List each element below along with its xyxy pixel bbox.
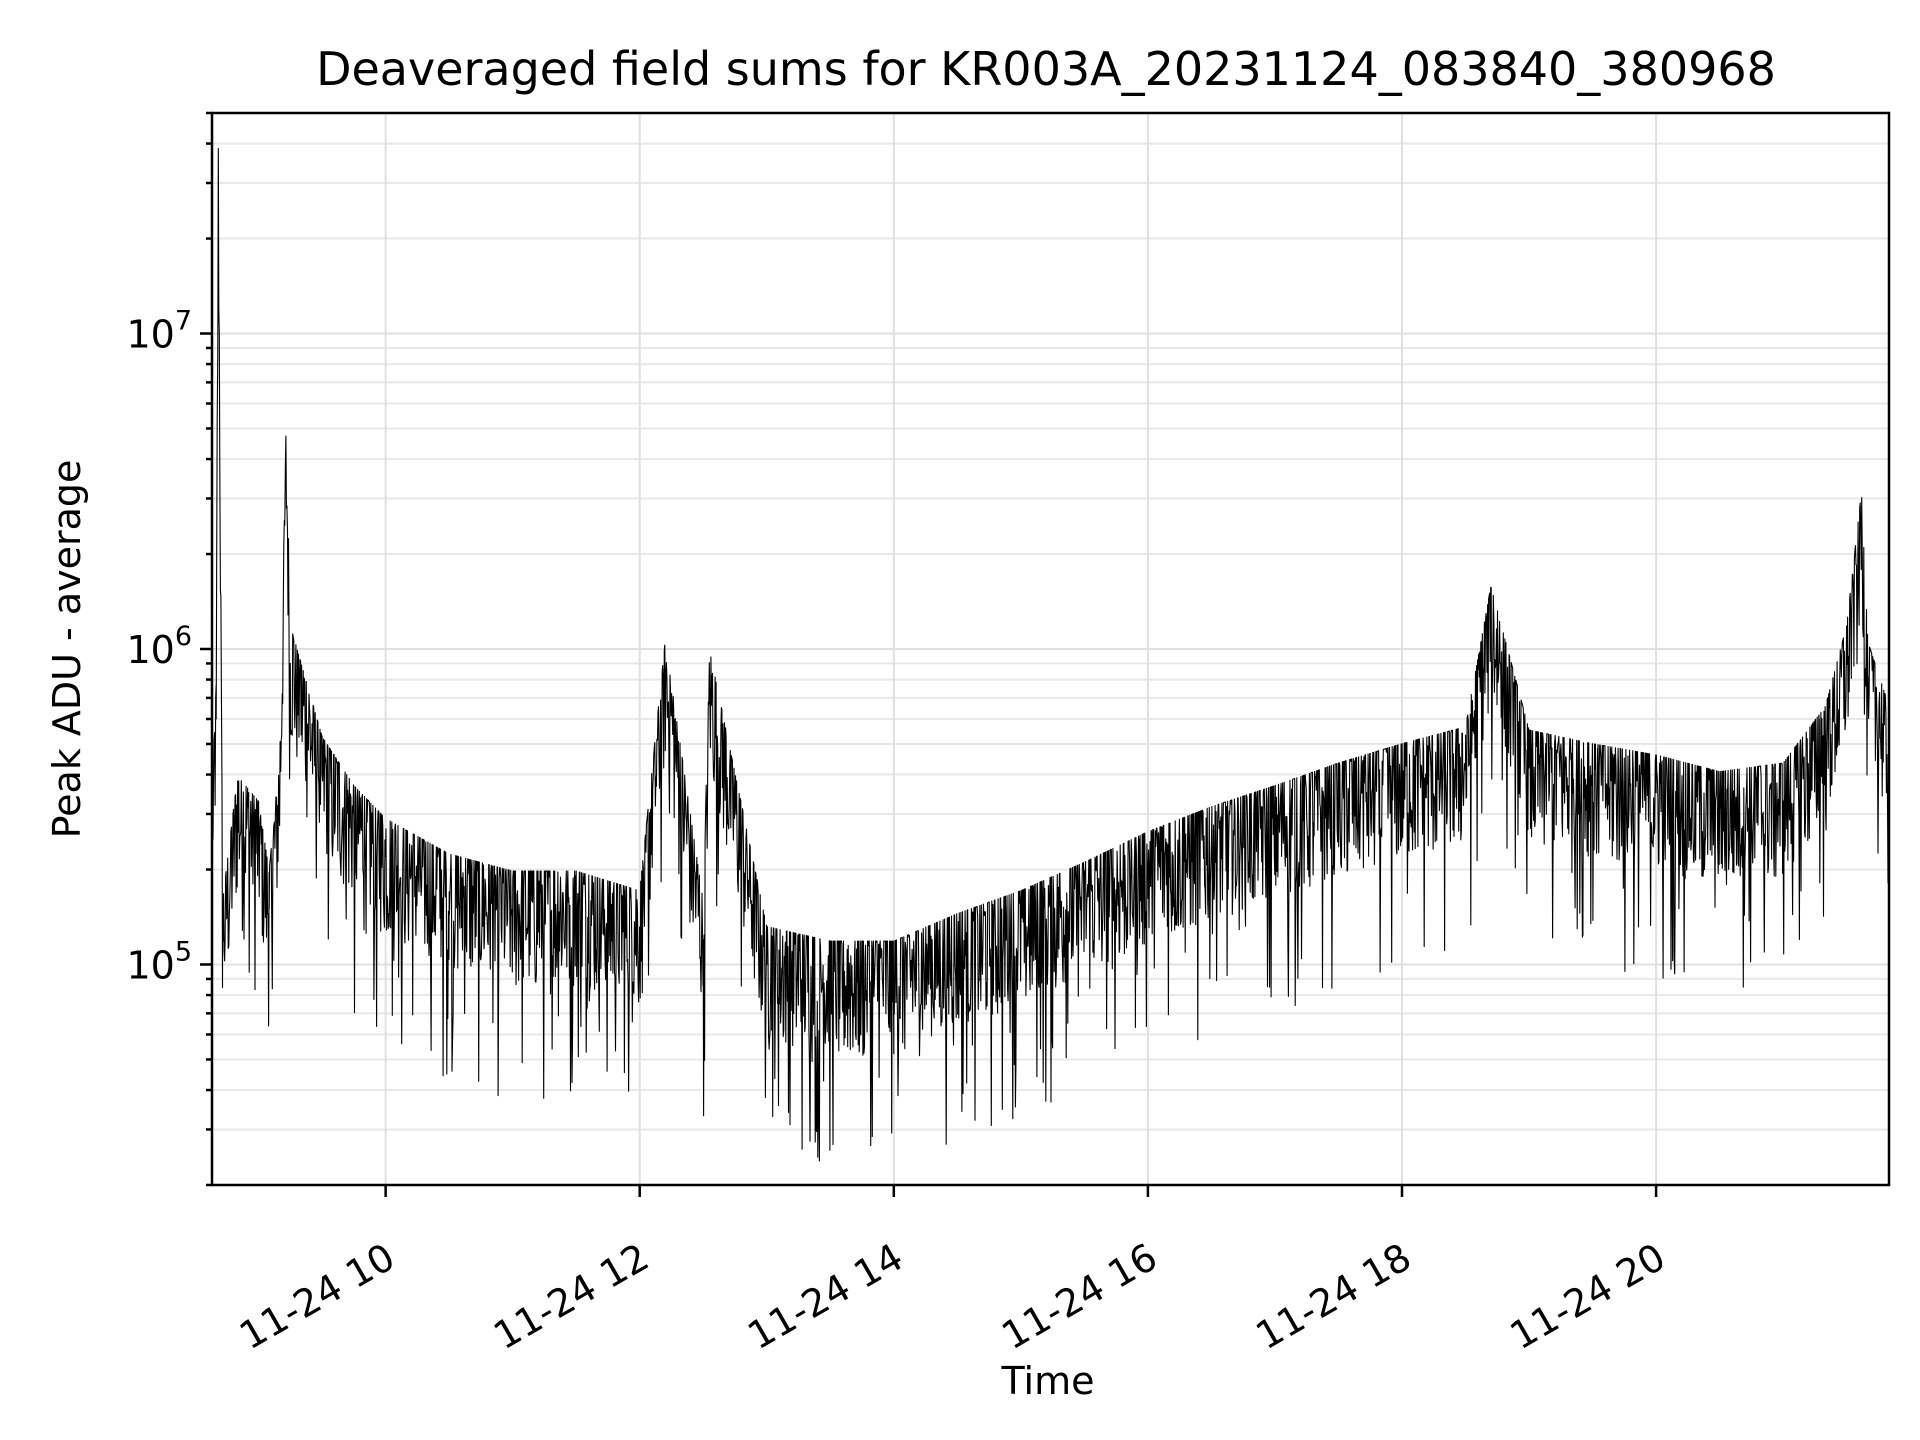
series-layer (211, 147, 1890, 1162)
data-series-line (211, 147, 1890, 1162)
y-tick-label: 106 (126, 621, 192, 672)
x-axis-label: Time (1001, 1359, 1095, 1403)
y-tick-label: 105 (126, 936, 192, 987)
y-tick-label: 107 (126, 306, 192, 357)
y-axis: 105 106 107 (126, 111, 212, 1187)
grid-layer (212, 112, 1889, 1186)
y-axis-label: Peak ADU - average (45, 460, 89, 839)
chart-title: Deaveraged field sums for KR003A_2023112… (316, 42, 1776, 96)
